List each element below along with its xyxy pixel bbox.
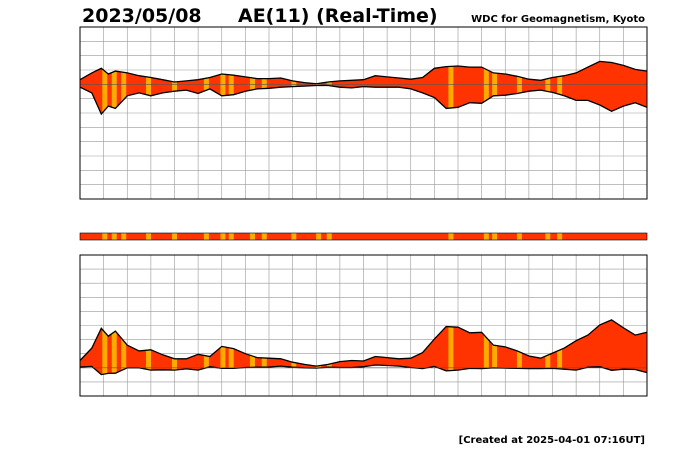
stripe-bar-segment <box>228 233 234 240</box>
stripe-bar-segment <box>557 233 563 240</box>
date-title: 2023/05/08 <box>82 5 202 27</box>
station-stripe <box>492 61 498 115</box>
station-stripe <box>203 61 209 115</box>
station-stripe <box>483 61 489 115</box>
station-stripe <box>146 61 152 115</box>
source-label: WDC for Geomagnetism, Kyoto <box>471 14 645 25</box>
stripe-bar-segment <box>172 233 177 240</box>
station-stripe <box>448 61 454 115</box>
station-stripe <box>483 319 489 375</box>
station-stripe <box>261 61 267 115</box>
stripe-bar-background <box>80 233 647 240</box>
chart-panel-2 <box>79 254 648 397</box>
station-stripe <box>102 61 108 115</box>
chart-panels <box>79 26 648 397</box>
stripe-bar-segment <box>111 233 117 240</box>
station-stripe <box>448 319 454 375</box>
chart-panel-1 <box>79 26 648 200</box>
station-stripe <box>111 61 117 115</box>
series-line-au <box>79 60 648 85</box>
station-stripe <box>545 61 551 115</box>
station-stripe <box>121 61 127 115</box>
stripe-bar-segment <box>146 233 152 240</box>
stripe-bar-segment <box>291 233 297 240</box>
series-line-ae <box>79 319 648 367</box>
series-line-ao <box>79 364 648 376</box>
stripe-bar-segment <box>203 233 209 240</box>
station-stripe <box>516 61 522 115</box>
stripe-bar-segment <box>326 233 332 240</box>
stripe-bar-segment <box>448 233 454 240</box>
chart-title: AE(11) (Real-Time) <box>238 5 438 27</box>
station-stripe <box>172 61 177 115</box>
station-stripe-bar <box>79 232 648 241</box>
station-stripe <box>121 319 127 375</box>
stripe-bar-segment <box>220 233 226 240</box>
station-stripe <box>220 61 226 115</box>
stripe-bar-segment <box>249 233 255 240</box>
stripe-bar-segment <box>316 233 322 240</box>
station-stripe <box>249 61 255 115</box>
station-stripe <box>228 61 234 115</box>
stripe-bar-segment <box>121 233 127 240</box>
station-stripe <box>492 319 498 375</box>
stripe-bar-frame <box>79 232 648 241</box>
stripe-bar-segment <box>483 233 489 240</box>
created-timestamp: [Created at 2025-04-01 07:16UT] <box>459 435 645 446</box>
stripe-bar-segment <box>261 233 267 240</box>
stripe-bar-segment <box>102 233 108 240</box>
station-stripe <box>102 319 108 375</box>
stripe-bar-segment <box>545 233 551 240</box>
stripe-bar-segment <box>516 233 522 240</box>
stripe-bar-segment <box>492 233 498 240</box>
plot-frame <box>79 254 648 397</box>
station-stripe <box>111 319 117 375</box>
plot-frame <box>79 26 648 200</box>
series-line-al <box>79 84 648 116</box>
station-stripe <box>557 61 563 115</box>
